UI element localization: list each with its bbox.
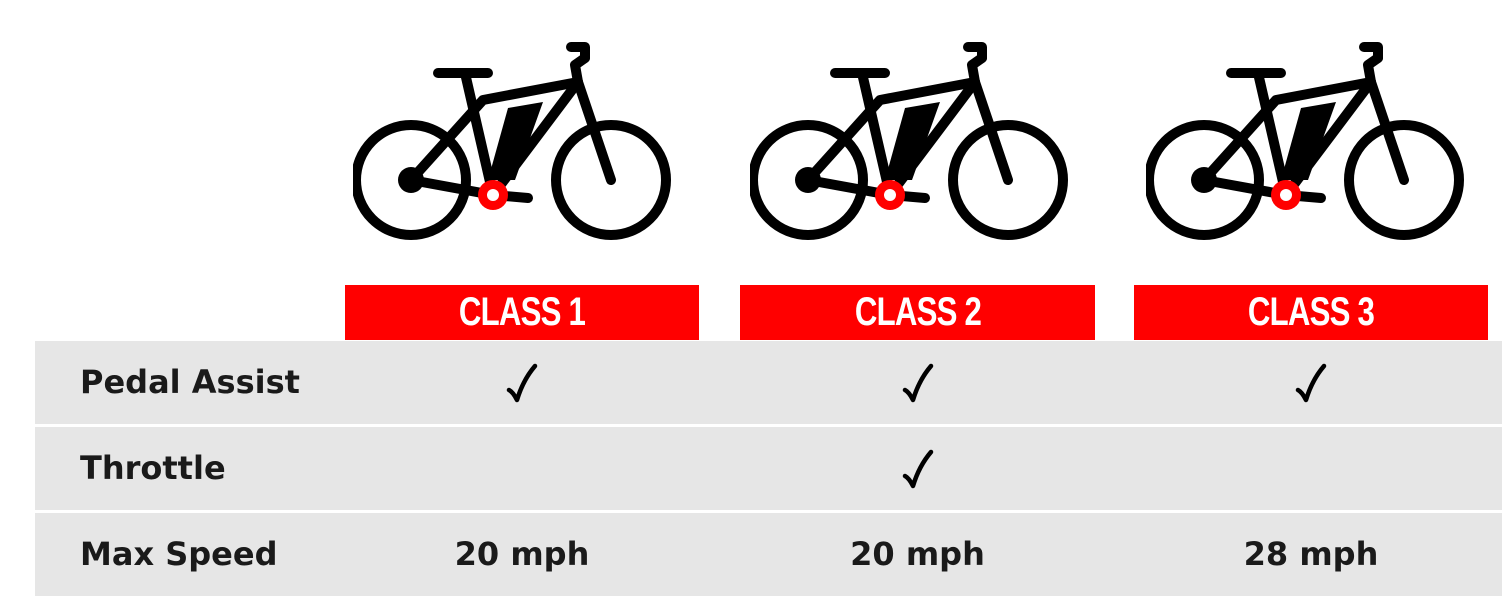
table-cell	[740, 341, 1095, 424]
table-row-pedal-assist: Pedal Assist	[35, 341, 1502, 424]
row-label: Max Speed	[80, 535, 278, 573]
checkmark-icon	[901, 362, 935, 406]
checkmark-icon	[505, 362, 539, 406]
class-1-label: CLASS 1	[458, 290, 586, 334]
ebike-icon	[1146, 40, 1476, 255]
table-row-max-speed: Max Speed 20 mph 20 mph 28 mph	[35, 513, 1502, 596]
class-3-label: CLASS 3	[1247, 290, 1375, 334]
row-label: Pedal Assist	[80, 363, 300, 401]
table-cell: 28 mph	[1243, 535, 1379, 573]
ebike-icon	[750, 40, 1080, 255]
table-row-throttle: Throttle	[35, 427, 1502, 510]
checkmark-icon	[901, 448, 935, 492]
class-1-header: CLASS 1	[345, 285, 699, 340]
table-cell	[1134, 341, 1488, 424]
comparison-table: Pedal Assist Throttle Max Speed 20 mph	[35, 341, 1502, 599]
table-cell	[740, 427, 1095, 510]
table-cell: 20 mph	[850, 535, 985, 573]
checkmark-icon	[1294, 362, 1328, 406]
ebike-icon	[353, 40, 683, 255]
table-cell	[345, 341, 699, 424]
class-2-label: CLASS 2	[854, 290, 981, 334]
row-label: Throttle	[80, 449, 226, 487]
table-cell: 20 mph	[454, 535, 590, 573]
class-2-header: CLASS 2	[740, 285, 1095, 340]
class-3-header: CLASS 3	[1134, 285, 1488, 340]
